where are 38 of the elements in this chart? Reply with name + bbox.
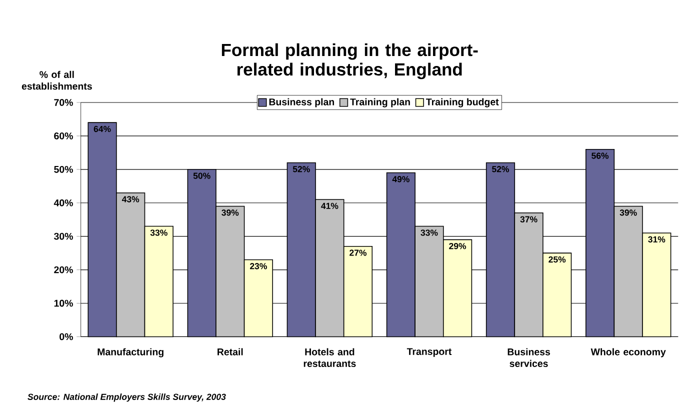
data-label: 52%: [492, 166, 510, 172]
y-tick-label: 50%: [54, 166, 73, 173]
y-tick-label: 30%: [54, 232, 73, 240]
x-tick-label: Whole economy: [590, 348, 666, 358]
y-tick-label: 60%: [54, 132, 73, 140]
x-tick-label: Retail: [218, 348, 243, 356]
y-tick-label: 0%: [60, 333, 73, 340]
data-label: 52%: [292, 166, 310, 172]
data-label: 39%: [620, 210, 637, 216]
x-tick-label: Transport: [406, 348, 452, 358]
x-tick-label: Business services: [508, 348, 550, 368]
x-tick-label: Manufacturing: [98, 348, 164, 358]
data-label: 39%: [222, 210, 239, 216]
y-tick-label: 40%: [54, 200, 73, 206]
data-label: 29%: [449, 243, 466, 250]
data-label: 56%: [592, 152, 609, 159]
data-label: 25%: [548, 256, 566, 263]
y-axis-title: % of all establishments: [22, 70, 92, 90]
data-label: 33%: [420, 230, 438, 236]
legend-label: Training plan: [350, 98, 410, 108]
legend-label: Business plan: [269, 98, 334, 108]
data-label: 33%: [150, 230, 168, 236]
y-tick-label: 70%: [54, 99, 73, 106]
data-label: 27%: [350, 250, 367, 256]
x-tick-label: Hotels and restaurants: [304, 348, 356, 368]
legend-label: Training budget: [426, 98, 499, 108]
data-label: 41%: [321, 202, 338, 210]
data-label: 49%: [392, 176, 410, 182]
data-label: 37%: [520, 216, 538, 223]
chart-title: Formal planning in the airport-related industries, England: [222, 43, 478, 80]
data-label: 64%: [94, 126, 111, 132]
data-label: 43%: [122, 196, 140, 202]
y-tick-label: 10%: [54, 300, 73, 307]
text: Source: National Employers Skills Survey, 2003: [28, 394, 226, 402]
y-tick-label: 20%: [54, 266, 73, 274]
data-label: 50%: [193, 172, 210, 180]
data-label: 23%: [250, 263, 267, 270]
data-label: 31%: [648, 236, 666, 243]
